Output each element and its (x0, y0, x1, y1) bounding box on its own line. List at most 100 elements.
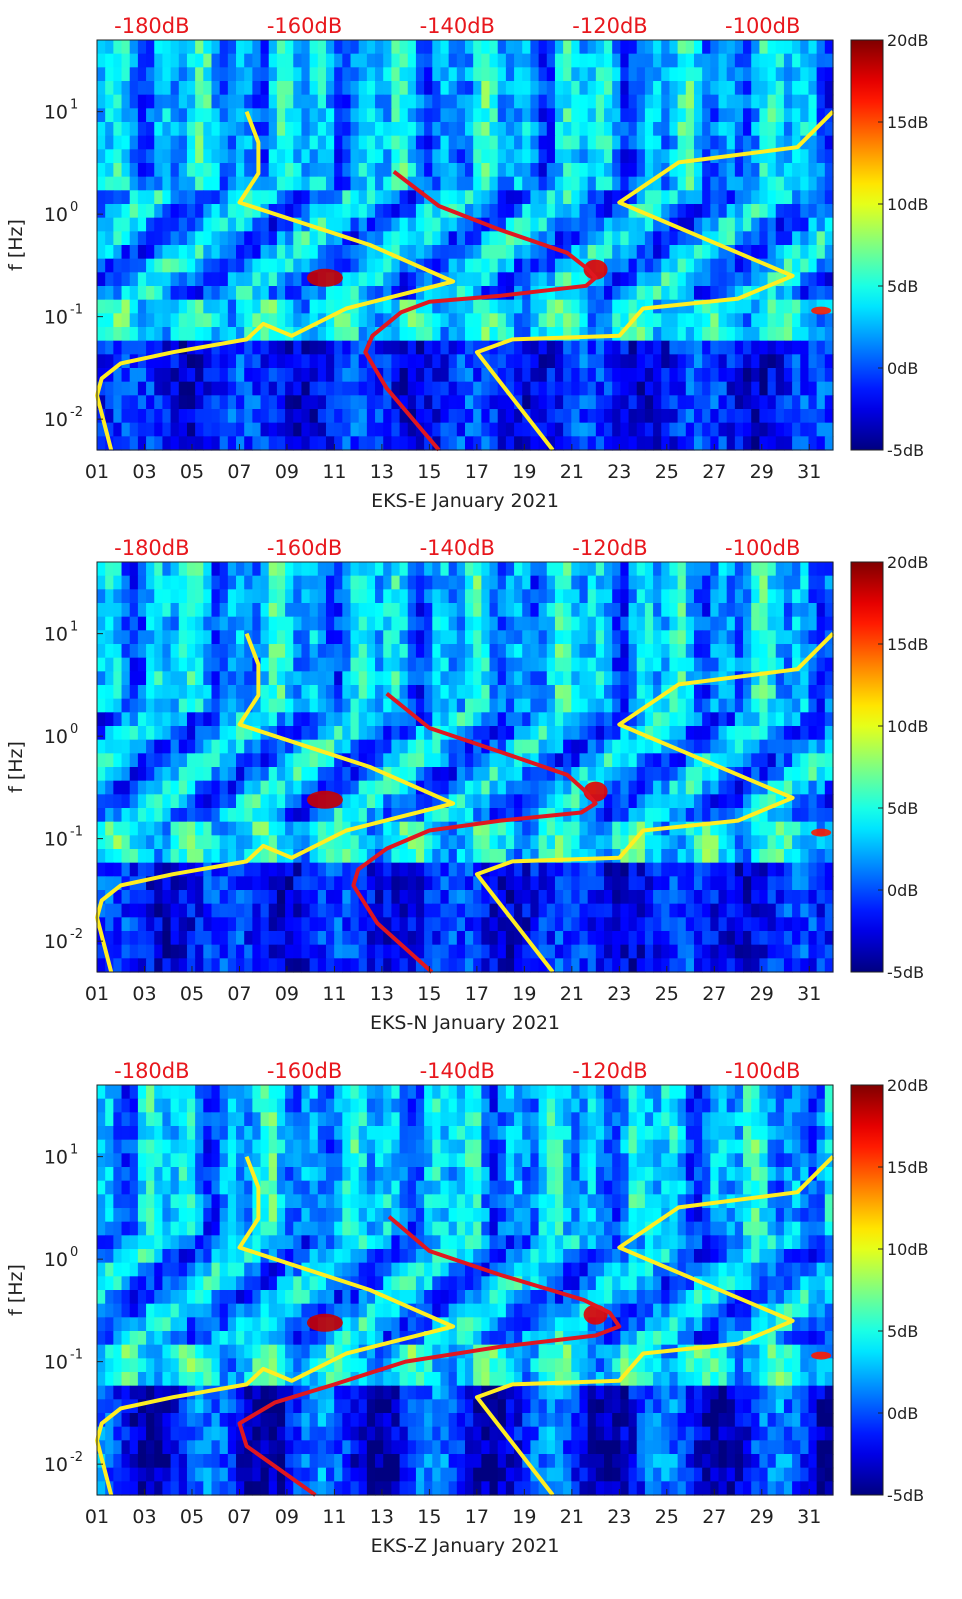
spectrogram-cell (162, 780, 172, 795)
spectrogram-cell (129, 67, 139, 82)
spectrogram-cell (792, 340, 801, 355)
spectrogram-cell (571, 149, 581, 164)
spectrogram-cell (366, 422, 376, 437)
spectrogram-cell (440, 395, 450, 410)
spectrogram-cell (514, 698, 523, 713)
spectrogram-cell (154, 685, 164, 700)
spectrogram-cell (465, 245, 474, 260)
spectrogram-cell (244, 876, 253, 891)
spectrogram-cell (334, 217, 343, 232)
spectrogram-cell (399, 726, 409, 741)
spectrogram-cell (342, 739, 352, 754)
spectrogram-cell (751, 327, 760, 342)
spectrogram-cell (571, 190, 581, 205)
spectrogram-cell (399, 176, 409, 191)
spectrogram-cell (783, 671, 793, 686)
spectrogram-cell (718, 135, 728, 150)
spectrogram-cell (693, 821, 703, 836)
spectrogram-cell (824, 176, 834, 191)
spectrogram-cell (571, 176, 581, 191)
spectrogram-cell (734, 217, 744, 232)
spectrogram-cell (571, 122, 581, 137)
spectrogram-cell (702, 575, 711, 590)
spectrogram-cell (546, 794, 556, 809)
spectrogram-cell (792, 685, 801, 700)
spectrogram-cell (620, 657, 630, 672)
spectrogram-cell (563, 163, 572, 178)
spectrogram-cell (497, 780, 507, 795)
spectrogram-cell (162, 685, 172, 700)
spectrogram-cell (129, 726, 139, 741)
spectrogram-cell (554, 862, 564, 877)
spectrogram-cell (97, 726, 106, 741)
spectrogram-cell (424, 313, 433, 328)
spectrogram-cell (276, 67, 286, 82)
spectrogram-cell (170, 204, 180, 219)
spectrogram-cell (685, 94, 695, 109)
spectrogram-cell (497, 849, 507, 864)
spectrogram-cell (808, 67, 818, 82)
spectrogram-cell (759, 562, 769, 577)
spectrogram-cell (129, 108, 139, 123)
spectrogram-cell (554, 40, 564, 55)
spectrogram-cell (644, 67, 654, 82)
spectrogram-cell (644, 644, 654, 659)
spectrogram-cell (440, 67, 450, 82)
spectrogram-cell (612, 272, 621, 287)
spectrogram-cell (693, 81, 703, 96)
spectrogram-cell (334, 767, 343, 782)
spectrogram-cell (800, 313, 810, 328)
spectrogram-cell (497, 657, 507, 672)
spectrogram-cell (113, 767, 123, 782)
spectrogram-cell (514, 340, 523, 355)
spectrogram-cell (595, 671, 605, 686)
spectrogram-cell (383, 589, 392, 604)
spectrogram-cell (702, 258, 711, 273)
spectrogram-cell (456, 589, 466, 604)
spectrogram-cell (325, 767, 335, 782)
spectrogram-cell (219, 327, 229, 342)
spectrogram-cell (767, 739, 777, 754)
spectrogram-cell (236, 149, 245, 164)
spectrogram-cell (718, 739, 728, 754)
spectrogram-cell (97, 739, 106, 754)
spectrogram-cell (424, 835, 433, 850)
spectrogram-cell (268, 671, 278, 686)
spectrogram-cell (121, 753, 131, 768)
spectrogram-cell (366, 835, 376, 850)
spectrogram-cell (301, 286, 311, 301)
spectrogram-cell (628, 190, 638, 205)
spectrogram-cell (505, 231, 515, 246)
spectrogram-cell (448, 313, 458, 328)
spectrogram-cell (808, 409, 818, 424)
spectrogram-cell (334, 562, 343, 577)
spectrogram-cell (481, 40, 491, 55)
spectrogram-cell (538, 698, 548, 713)
spectrogram-cell (759, 753, 769, 768)
spectrogram-cell (268, 381, 278, 396)
spectrogram-cell (767, 671, 777, 686)
spectrogram-cell (268, 299, 278, 314)
spectrogram-cell (415, 862, 425, 877)
spectrogram-cell (808, 231, 818, 246)
spectrogram-cell (726, 630, 736, 645)
spectrogram-cell (358, 135, 368, 150)
spectrogram-cell (661, 81, 671, 96)
spectrogram-cell (268, 149, 278, 164)
spectrogram-cell (489, 354, 499, 369)
spectrogram-cell (702, 739, 711, 754)
spectrogram-cell (358, 245, 368, 260)
spectrogram-cell (366, 53, 376, 68)
spectrogram-cell (97, 204, 106, 219)
spectrogram-cell (726, 135, 736, 150)
spectrogram-cell (587, 190, 597, 205)
spectrogram-cell (587, 122, 597, 137)
spectrogram-cell (620, 698, 630, 713)
spectrogram-cell (178, 299, 188, 314)
spectrogram-cell (465, 767, 474, 782)
spectrogram-cell (440, 575, 450, 590)
spectrogram-cell (432, 876, 442, 891)
spectrogram-cell (440, 354, 450, 369)
spectrogram-cell (342, 176, 352, 191)
spectrogram-cell (824, 258, 834, 273)
